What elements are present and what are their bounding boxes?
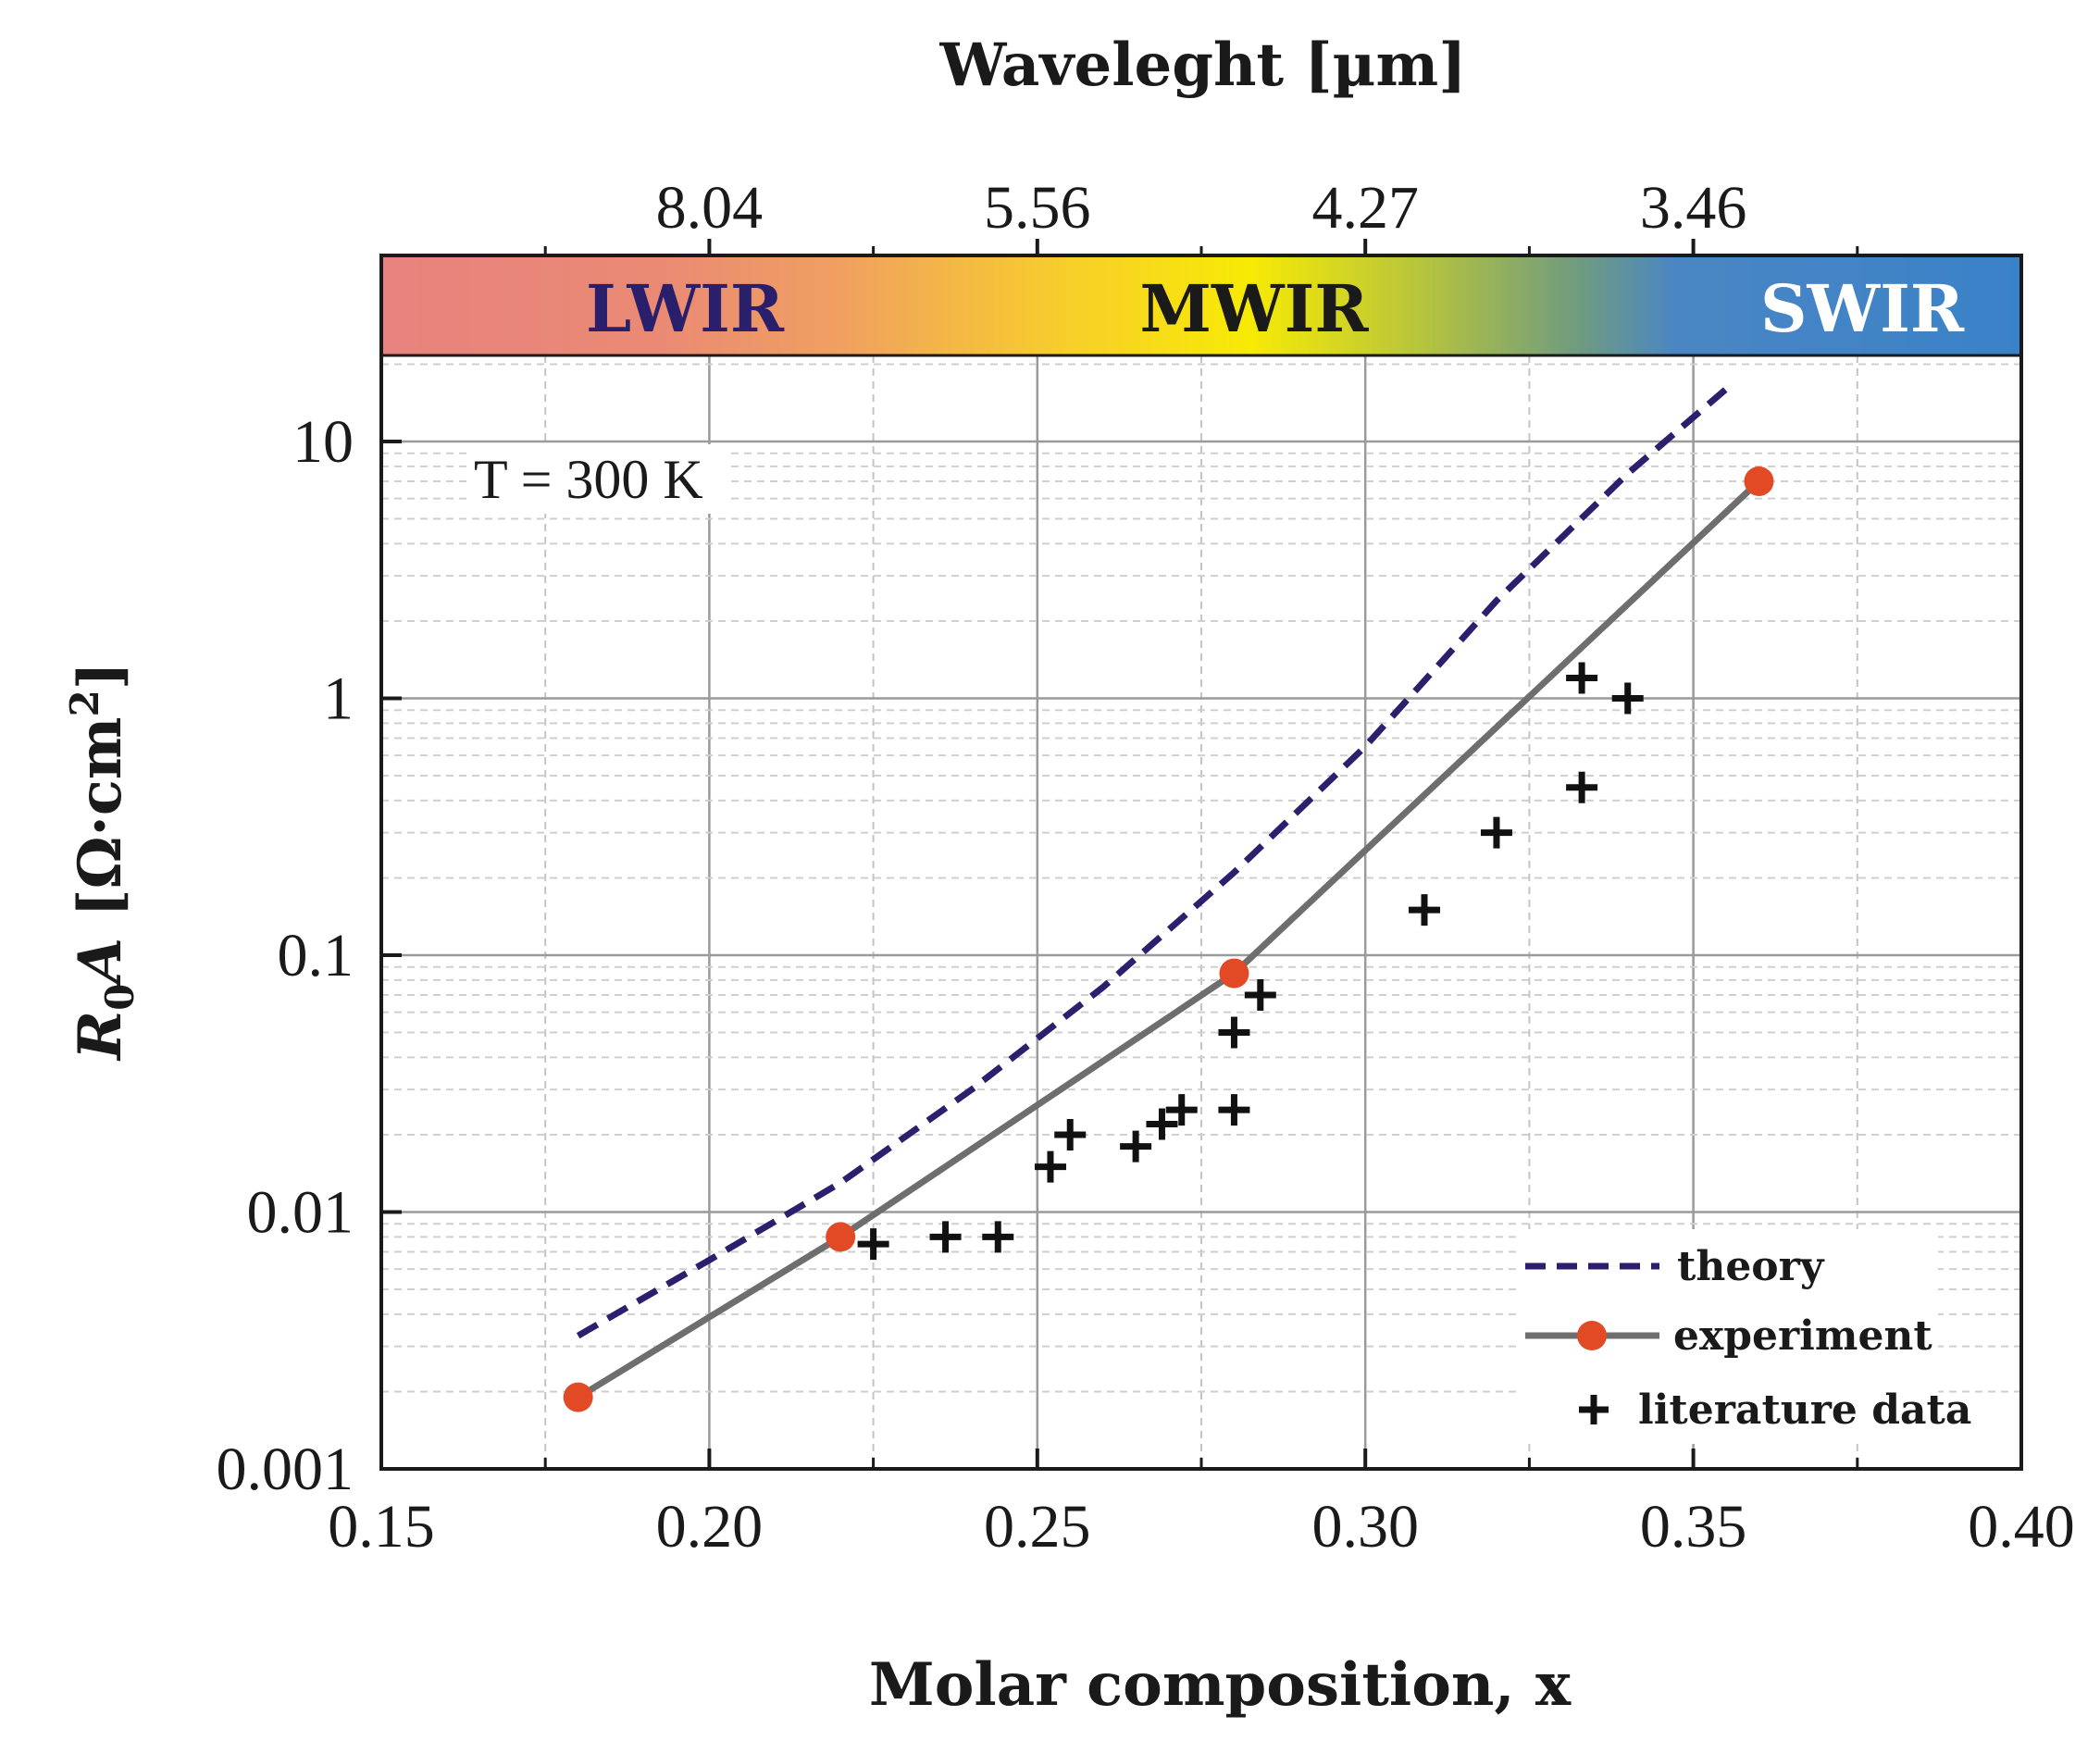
y-axis-title: R0A [Ω·cm2] xyxy=(62,662,143,1062)
annotation-background xyxy=(467,444,731,514)
y-axis-ticks: 0.001 0.01 0.1 1 10 xyxy=(217,408,402,1503)
series-group xyxy=(563,386,1774,1412)
literature-point xyxy=(1244,978,1276,1011)
y-tick-label: 0.001 xyxy=(217,1436,354,1503)
literature-point xyxy=(1480,816,1512,849)
literature-point xyxy=(1054,1118,1087,1150)
literature-point xyxy=(1165,1094,1198,1126)
legend-theory-label: theory xyxy=(1677,1243,1825,1290)
literature-point xyxy=(1566,771,1598,803)
top-axis-ticks: 8.04 5.56 4.27 3.46 xyxy=(543,174,1859,255)
literature-point xyxy=(982,1221,1014,1253)
legend-experiment-marker xyxy=(1577,1321,1607,1350)
top-axis-title: Waveleght [µm] xyxy=(939,31,1467,100)
experiment-point xyxy=(563,1382,593,1412)
experiment-point xyxy=(1219,958,1249,989)
spectrum-band xyxy=(381,255,2021,355)
experiment-point xyxy=(826,1222,856,1252)
y-tick-label: 1 xyxy=(323,665,354,733)
legend: theory experiment literature data xyxy=(1518,1229,1971,1444)
x-axis-title: Molar composition, x xyxy=(869,1650,1572,1720)
band-label-swir: SWIR xyxy=(1760,270,1965,347)
top-tick-label: 4.27 xyxy=(1311,174,1419,242)
y-tick-label: 0.1 xyxy=(278,922,354,989)
theory-line xyxy=(576,386,1729,1339)
literature-point xyxy=(1611,682,1644,715)
y-tick-label: 10 xyxy=(292,408,354,476)
band-label-mwir: MWIR xyxy=(1139,270,1369,347)
x-tick-label: 0.25 xyxy=(984,1493,1091,1561)
experiment-line xyxy=(576,479,1761,1400)
top-tick-label: 8.04 xyxy=(656,174,764,242)
literature-point xyxy=(1146,1108,1178,1140)
literature-point xyxy=(1218,1094,1250,1126)
x-tick-label: 0.30 xyxy=(1311,1493,1419,1561)
x-tick-label: 0.15 xyxy=(328,1493,435,1561)
legend-experiment-label: experiment xyxy=(1673,1312,1932,1360)
x-tick-label: 0.20 xyxy=(656,1493,764,1561)
literature-point xyxy=(1408,894,1440,926)
literature-point xyxy=(857,1228,889,1261)
y-tick-label: 0.01 xyxy=(247,1179,354,1247)
literature-point xyxy=(1120,1130,1152,1163)
temperature-annotation: T = 300 K xyxy=(474,449,703,510)
literature-point xyxy=(1034,1150,1066,1183)
experiment-point xyxy=(1744,466,1774,496)
literature-point xyxy=(1218,1016,1250,1049)
literature-point xyxy=(1566,662,1598,694)
top-tick-label: 3.46 xyxy=(1640,174,1747,242)
legend-literature-marker xyxy=(1579,1395,1609,1424)
literature-point xyxy=(929,1221,962,1253)
x-axis-ticks: 0.15 0.20 0.25 0.30 0.35 0.40 xyxy=(328,1449,2075,1561)
x-tick-label: 0.40 xyxy=(1968,1493,2075,1561)
top-tick-label: 5.56 xyxy=(984,174,1091,242)
band-label-lwir: LWIR xyxy=(586,270,785,347)
legend-literature-label: literature data xyxy=(1638,1387,1971,1434)
x-tick-label: 0.35 xyxy=(1640,1493,1747,1561)
